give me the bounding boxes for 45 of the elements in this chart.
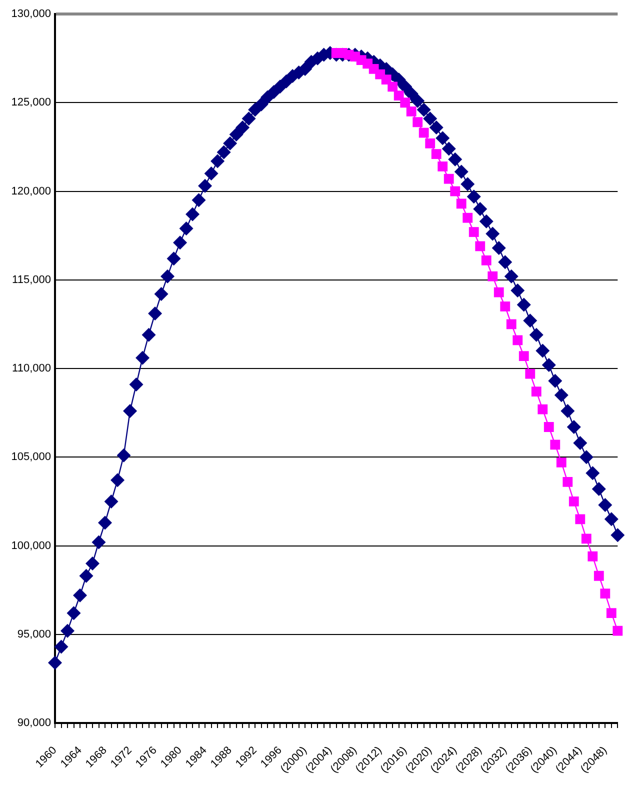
point: [400, 98, 410, 108]
point: [462, 212, 473, 223]
point: [600, 588, 610, 599]
point: [468, 227, 479, 237]
point: [575, 514, 586, 524]
point: [494, 287, 504, 298]
point: [506, 319, 516, 330]
point: [488, 271, 498, 282]
point: [425, 138, 436, 148]
y-tick-label: 105,000: [11, 451, 51, 464]
point: [531, 386, 542, 396]
point: [606, 608, 616, 618]
point: [594, 570, 604, 581]
point: [412, 117, 423, 128]
y-tick-label: 130,000: [11, 8, 51, 20]
point: [475, 241, 486, 252]
point: [525, 368, 536, 379]
point: [481, 255, 492, 266]
point: [518, 351, 529, 362]
point: [581, 534, 592, 544]
point: [550, 440, 560, 450]
y-tick-label: 110,000: [12, 362, 51, 375]
point: [431, 149, 442, 159]
point: [444, 174, 454, 184]
y-tick-label: 125,000: [11, 96, 51, 109]
point: [418, 128, 429, 138]
point: [538, 404, 548, 414]
point: [450, 186, 460, 196]
point: [612, 626, 623, 636]
point: [544, 422, 554, 432]
point: [512, 335, 523, 346]
point: [406, 106, 416, 116]
y-tick-label: 100,000: [11, 540, 51, 552]
point: [438, 161, 448, 172]
y-tick-label: 115,000: [12, 274, 51, 286]
point: [588, 551, 598, 562]
y-tick-label: 120,000: [11, 185, 51, 198]
y-tick-label: 95,000: [17, 628, 51, 640]
y-tick-label: 90,000: [17, 717, 51, 730]
point: [500, 302, 510, 312]
point: [568, 496, 579, 506]
point: [456, 198, 466, 209]
point: [562, 476, 573, 487]
point: [388, 82, 398, 92]
point: [556, 457, 566, 468]
